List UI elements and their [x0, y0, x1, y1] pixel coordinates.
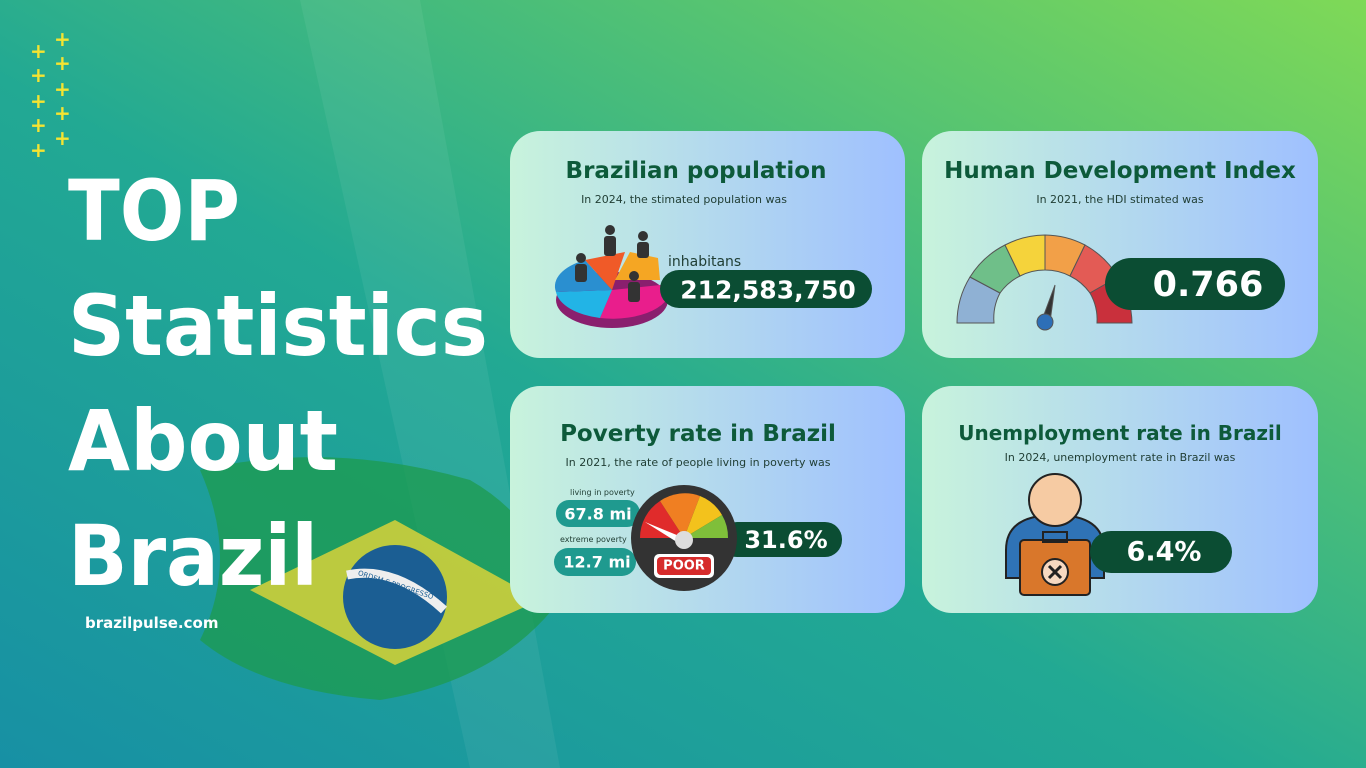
title-line: About [68, 392, 338, 490]
stat-value: 0.766 [1153, 265, 1264, 305]
svg-text:+: + [54, 101, 71, 125]
detail-value: 12.7 mi [563, 553, 630, 572]
card-poverty: Poverty rate in Brazil In 2021, the rate… [510, 386, 905, 613]
svg-text:+: + [30, 138, 47, 162]
title-line: Statistics [68, 277, 488, 375]
card-title: Unemployment rate in Brazil [958, 421, 1281, 445]
card-title: Human Development Index [944, 158, 1296, 184]
unit-label: inhabitans [668, 254, 741, 270]
card-title: Brazilian population [566, 158, 827, 184]
title-line: Brazil [68, 507, 318, 605]
card-unemployment: Unemployment rate in Brazil In 2024, une… [922, 386, 1318, 613]
svg-text:+: + [54, 27, 71, 51]
brazil-flag: ORDEM E PROGRESSO [200, 457, 560, 700]
poverty-meter: POOR [631, 485, 737, 591]
card-subtitle: In 2021, the HDI stimated was [1036, 193, 1204, 206]
svg-text:+: + [54, 77, 71, 101]
stat-value: 31.6% [744, 526, 827, 554]
card-population: Brazilian population In 2024, the stimat… [510, 131, 905, 358]
svg-text:+: + [54, 51, 71, 75]
detail-label: extreme poverty [560, 535, 627, 544]
plus-decor: + + + + + + + + + + [30, 27, 71, 162]
card-subtitle: In 2021, the rate of people living in po… [566, 456, 831, 469]
pie-icon [554, 225, 671, 328]
svg-text:+: + [54, 126, 71, 150]
stat-value: 212,583,750 [680, 276, 856, 305]
svg-text:+: + [30, 89, 47, 113]
svg-text:+: + [30, 39, 47, 63]
worker-icon [1005, 473, 1105, 596]
svg-text:+: + [30, 113, 47, 137]
svg-text:+: + [30, 63, 47, 87]
detail-value: 67.8 mi [564, 505, 631, 524]
card-subtitle: In 2024, the stimated population was [581, 193, 787, 206]
card-subtitle: In 2024, unemployment rate in Brazil was [1005, 451, 1236, 464]
detail-label: living in poverty [570, 488, 635, 497]
title-line: TOP [68, 162, 240, 260]
site-url: brazilpulse.com [85, 614, 218, 632]
stat-value: 6.4% [1127, 537, 1202, 568]
card-hdi: Human Development Index In 2021, the HDI… [922, 131, 1318, 358]
card-title: Poverty rate in Brazil [560, 421, 836, 447]
meter-label: POOR [663, 559, 705, 574]
